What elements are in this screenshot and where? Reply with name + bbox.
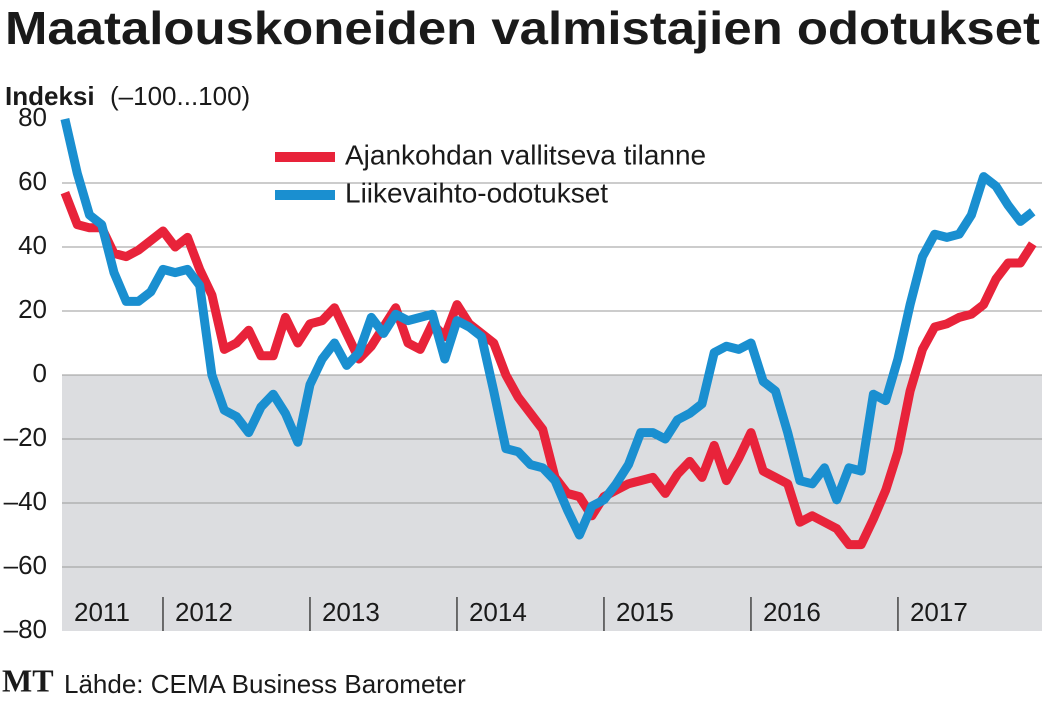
x-tick-label: 2014 <box>469 597 527 627</box>
legend-label: Ajankohdan vallitseva tilanne <box>345 139 706 170</box>
logo: MT <box>2 662 54 698</box>
chart-title: Maatalouskoneiden valmistajien odotukset <box>5 2 1040 54</box>
x-tick-label: 2015 <box>616 597 674 627</box>
data-line <box>60 190 1037 550</box>
y-tick-label: 40 <box>18 230 47 260</box>
y-axis-label: Indeksi <box>5 81 95 111</box>
y-tick-label: –80 <box>4 614 47 644</box>
y-tick-label: 20 <box>18 294 47 324</box>
data-line <box>60 117 1036 540</box>
x-tick-label: 2017 <box>910 597 968 627</box>
y-tick-label: 80 <box>18 102 47 132</box>
y-tick-label: –60 <box>4 550 47 580</box>
y-tick-label: 60 <box>18 166 47 196</box>
x-tick-label: 2012 <box>175 597 233 627</box>
plot-area: –80 –60 –40 –20 0 20 40 60 80 2011 2012 2013 2014 201… <box>4 102 1042 644</box>
y-tick-label: 0 <box>33 358 47 388</box>
legend-label: Liikevaihto-odotukset <box>345 177 608 208</box>
x-tick-label: 2016 <box>763 597 821 627</box>
y-tick-label: –20 <box>4 422 47 452</box>
x-tick-label: 2011 <box>74 597 130 627</box>
y-tick-label: –40 <box>4 486 47 516</box>
x-tick-label: 2013 <box>322 597 380 627</box>
y-axis-note: (–100...100) <box>110 81 250 111</box>
source: Lähde: CEMA Business Barometer <box>64 669 466 699</box>
